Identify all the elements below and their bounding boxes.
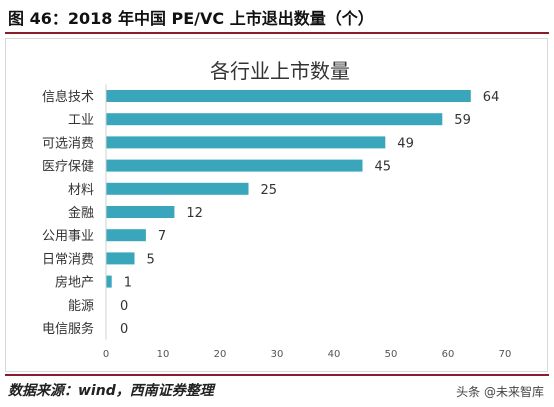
bottom-rule: [5, 374, 549, 376]
value-label: 25: [261, 183, 278, 198]
x-tick-label: 0: [103, 349, 109, 360]
bar: [106, 229, 146, 242]
x-tick-label: 30: [271, 349, 284, 360]
bar: [106, 136, 386, 149]
category-label: 能源: [68, 299, 94, 314]
value-label: 59: [454, 113, 471, 128]
x-tick-label: 40: [328, 349, 341, 360]
value-label: 49: [397, 136, 414, 151]
bar: [106, 182, 249, 195]
bars-group: [106, 90, 471, 288]
category-label: 日常消费: [42, 252, 94, 267]
value-label: 7: [158, 229, 166, 244]
category-label: 材料: [68, 183, 94, 198]
chart-frame: [5, 38, 548, 372]
category-label: 电信服务: [42, 321, 94, 337]
category-label: 房地产: [55, 275, 94, 291]
bar: [106, 159, 363, 172]
category-label: 公用事业: [42, 229, 94, 244]
x-tick-label: 50: [385, 349, 398, 360]
category-label: 可选消费: [42, 136, 94, 151]
x-tick-label: 20: [214, 349, 227, 360]
category-label: 金融: [68, 205, 94, 221]
bar: [106, 252, 135, 265]
category-label: 工业: [68, 113, 94, 128]
value-labels-group: 64 59 49 45 25 12 751 0 0: [120, 90, 499, 337]
value-label: 0: [120, 299, 128, 314]
value-label: 12: [186, 206, 203, 221]
value-label: 0: [120, 322, 128, 337]
bar: [106, 113, 443, 126]
chart-title: 各行业上市数量: [210, 59, 350, 83]
figure-title: 图 46：2018 年中国 PE/VC 上市退出数量（个）: [8, 9, 374, 28]
x-tick-label: 60: [442, 349, 455, 360]
source-note: 数据来源：wind，西南证券整理: [8, 383, 214, 399]
top-rule: [5, 32, 549, 34]
category-label: 医疗保健: [42, 160, 94, 175]
bar: [106, 275, 112, 288]
x-axis: 0 10 20 30 40 50 60 70: [103, 84, 512, 360]
value-label: 1: [124, 276, 132, 291]
x-tick-label: 10: [157, 349, 170, 360]
watermark: 头条 @未来智库: [456, 385, 544, 399]
value-label: 64: [483, 90, 500, 105]
value-label: 45: [375, 160, 392, 175]
category-label: 信息技术: [42, 89, 94, 105]
value-label: 5: [147, 252, 155, 267]
x-tick-label: 70: [499, 349, 512, 360]
bar: [106, 90, 471, 102]
bar: [106, 206, 175, 218]
